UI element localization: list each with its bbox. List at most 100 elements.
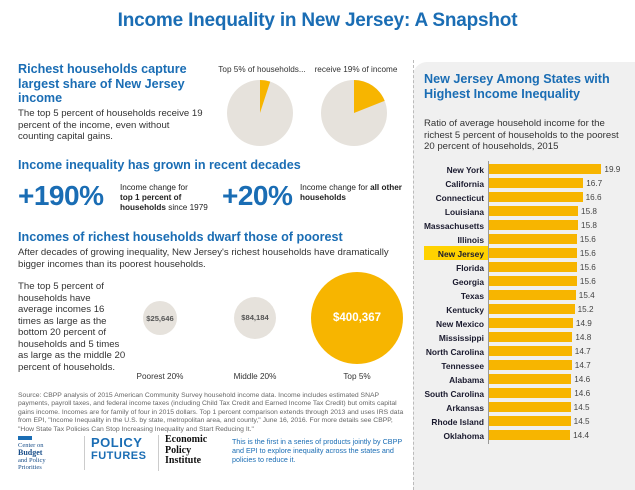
bar-category-label: Oklahoma xyxy=(443,430,485,441)
bar-value-label: 15.6 xyxy=(579,234,596,244)
bar-value-label: 14.5 xyxy=(573,416,590,426)
stat-others-value: +20% xyxy=(222,180,293,211)
section2-heading: Income inequality has grown in recent de… xyxy=(18,158,301,172)
section3-heading: Incomes of richest households dwarf thos… xyxy=(18,230,343,244)
cbpp-logo-l3: and Policy xyxy=(18,457,46,464)
stat-top1-desc-c: since 1979 xyxy=(165,203,208,212)
bar-category-label: New York xyxy=(446,164,484,175)
bar-value-label: 15.6 xyxy=(579,262,596,272)
cbpp-logo-mark xyxy=(18,436,32,440)
stat-others-desc: Income change for all other households xyxy=(300,183,405,203)
pie1-label: Top 5% of households... xyxy=(218,65,306,74)
pie-income xyxy=(321,80,387,146)
bar xyxy=(488,304,575,314)
bar-value-label: 15.8 xyxy=(581,206,597,216)
pf-logo-l2: FUTURES xyxy=(91,450,147,462)
bar-value-label: 14.7 xyxy=(574,346,591,356)
bar xyxy=(488,262,577,272)
bar-value-label: 15.2 xyxy=(577,304,594,314)
bar-value-label: 15.8 xyxy=(581,220,597,230)
income-bubble-label: Middle 20% xyxy=(233,372,277,381)
bar-value-label: 15.4 xyxy=(578,290,595,300)
cbpp-logo: Center on Budget and Policy Priorities xyxy=(18,436,76,471)
pie-households-top5-slice xyxy=(260,80,271,113)
income-bubble-label: Top 5% xyxy=(343,372,371,381)
bar-value-label: 14.6 xyxy=(574,374,591,384)
stat-others-desc-a: Income change for xyxy=(300,183,371,192)
bar xyxy=(488,360,572,370)
bar xyxy=(488,346,572,356)
stat-top1-value: +190% xyxy=(18,180,104,211)
panel-divider xyxy=(413,60,414,490)
bar-value-label: 14.4 xyxy=(573,430,590,440)
bar-value-label: 16.6 xyxy=(585,192,602,202)
income-bubble: $25,646 xyxy=(143,301,177,335)
bar-category-label: Connecticut xyxy=(435,192,484,203)
cbpp-logo-l1: Center on xyxy=(18,442,44,449)
bar-category-label: Georgia xyxy=(452,276,484,287)
policy-futures-logo: POLICY FUTURES xyxy=(84,436,150,470)
bar-axis-line xyxy=(488,161,489,444)
epi-logo: Economic Policy Institute xyxy=(158,434,224,471)
income-bubble-label: Poorest 20% xyxy=(136,372,184,381)
pie2-label: receive 19% of income xyxy=(314,65,398,74)
bar-value-label: 15.6 xyxy=(579,276,596,286)
cbpp-logo-l2: Budget xyxy=(18,448,43,457)
bar-category-label: Massachusetts xyxy=(423,220,484,231)
bar-category-label: New Mexico xyxy=(436,318,484,329)
section3-side-text: The top 5 percent of households have ave… xyxy=(18,281,126,373)
bar xyxy=(488,402,571,412)
pie-households xyxy=(227,80,293,146)
bar-category-label: Florida xyxy=(456,262,484,273)
page-title: Income Inequality in New Jersey: A Snaps… xyxy=(117,10,518,31)
bar xyxy=(488,374,572,384)
bar-category-label: Texas xyxy=(460,290,484,301)
bar-category-label: New Jersey xyxy=(437,248,484,259)
bar-category-label: Kentucky xyxy=(446,304,484,315)
bar-category-label: Arkansas xyxy=(446,402,484,413)
stat-top1-desc-b: top 1 percent of households xyxy=(120,193,182,212)
section1-heading: Richest households capture largest share… xyxy=(18,62,187,105)
series-note: This is the first in a series of product… xyxy=(232,437,403,464)
cbpp-logo-text: Center on Budget and Policy Priorities xyxy=(18,442,46,471)
bar-highlight-band xyxy=(424,246,488,260)
bar-category-label: Rhode Island xyxy=(431,416,484,427)
stat-top1-desc: Income change for top 1 percent of house… xyxy=(120,183,220,213)
stat-top1-desc-a: Income change for xyxy=(120,183,188,192)
bar-category-label: Mississippi xyxy=(438,332,484,343)
bar xyxy=(488,164,602,174)
source-note: Source: CBPP analysis of 2015 American C… xyxy=(18,392,404,433)
bar xyxy=(488,220,579,230)
bar xyxy=(488,234,577,244)
bar xyxy=(488,388,572,398)
bar xyxy=(488,332,573,342)
stat-others-desc-b: all other households xyxy=(300,183,402,202)
income-bubble: $400,367 xyxy=(311,272,403,364)
panel-heading: New Jersey Among States with Highest Inc… xyxy=(424,72,610,101)
bar xyxy=(488,192,583,202)
bar-category-label: North Carolina xyxy=(425,346,484,357)
bar xyxy=(488,276,577,286)
bar-category-label: Alabama xyxy=(449,374,484,385)
panel-subheading: Ratio of average household income for th… xyxy=(424,118,619,152)
pf-logo-l1: POLICY xyxy=(91,435,143,450)
income-bubble: $84,184 xyxy=(233,296,277,340)
bar-category-label: Louisiana xyxy=(444,206,484,217)
bar-value-label: 14.6 xyxy=(574,388,591,398)
bar xyxy=(488,178,584,188)
bar-value-label: 14.7 xyxy=(574,360,591,370)
pie-income-top5-slice xyxy=(354,80,385,113)
bar xyxy=(488,318,573,328)
bar xyxy=(488,248,577,258)
bar-category-label: Tennessee xyxy=(441,360,484,371)
bar-value-label: 19.9 xyxy=(604,164,621,174)
bar-value-label: 14.8 xyxy=(575,332,592,342)
bar-value-label: 15.6 xyxy=(579,248,596,258)
bar-category-label: South Carolina xyxy=(424,388,484,399)
bar-category-label: Illinois xyxy=(457,234,484,245)
bar-value-label: 14.5 xyxy=(573,402,590,412)
bar-value-label: 16.7 xyxy=(586,178,603,188)
cbpp-logo-l4: Priorities xyxy=(18,464,42,471)
epi-logo-l1: Economic xyxy=(165,434,208,445)
section3-body: After decades of growing inequality, New… xyxy=(18,247,389,270)
